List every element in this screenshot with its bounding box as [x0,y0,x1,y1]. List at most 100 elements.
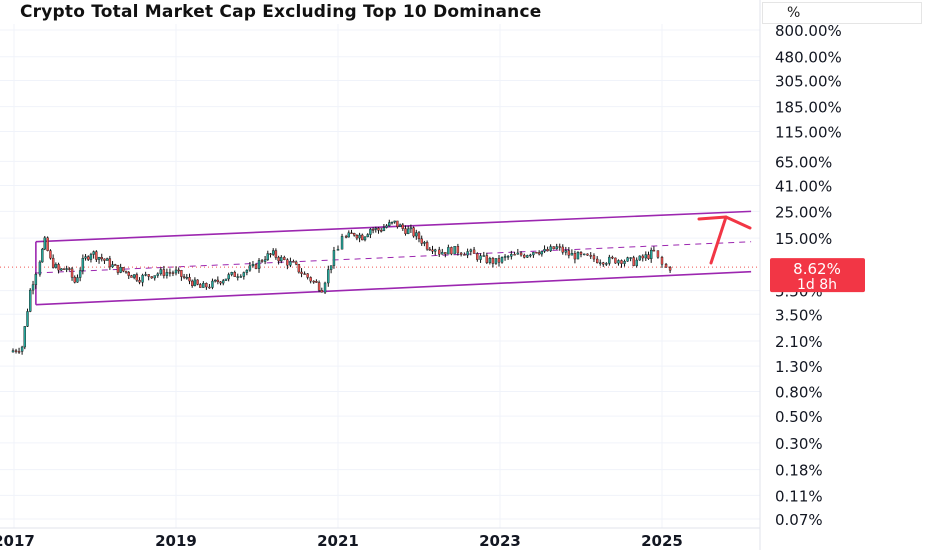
candle-body [174,269,178,274]
x-tick-label: 2019 [155,532,197,550]
candle-body [51,257,55,268]
candle-body [579,252,583,255]
candle-body [150,276,153,279]
candle-body [159,269,163,275]
candle-body [363,236,367,241]
candle-body [396,220,399,227]
candle-body [374,227,377,230]
candle-body [415,232,418,237]
candle-body [224,278,228,281]
candle-body [43,237,46,250]
candle-body [388,222,391,226]
candle-body [596,258,599,264]
candle-body [292,261,295,263]
candle-body [444,252,447,255]
y-tick-label: 1.30% [775,358,823,376]
candle-body [567,250,571,256]
y-tick-label: 15.00% [775,230,832,248]
candle-body [390,221,394,224]
candle-body [219,281,222,284]
candle-body [620,260,623,264]
last-price-value: 8.62% [793,260,841,278]
candle-body [353,233,356,236]
candle-body [216,279,220,283]
candle-body [463,254,466,256]
candle-body [434,249,437,252]
candle-body [447,247,450,255]
candle-body [647,254,650,259]
candle-body [377,227,380,231]
candle-body [208,286,211,289]
x-tick-label: 2017 [0,532,35,550]
y-tick-label: 800.00% [775,22,842,40]
candle-body [78,270,82,278]
candle-body [222,280,225,284]
candle-body [537,252,541,255]
candle-body [428,248,431,251]
candle-body [570,253,574,256]
candle-body [300,271,303,274]
candle-body [114,264,117,266]
candle-body [583,253,586,256]
candle-body [168,272,172,274]
candle-body [546,249,549,252]
x-axis-labels: 2017 2019 2021 2023 2025 [0,532,683,550]
y-tick-label: 115.00% [775,124,842,142]
candle-body [380,230,383,232]
y-tick-label: 0.80% [775,384,823,402]
candle-body [497,258,501,263]
y-axis-labels: 800.00% 480.00% 305.00% 185.00% 115.00% 65.00… [775,22,842,529]
y-tick-label: 185.00% [775,99,842,117]
candle-body [116,264,120,273]
candle-body [263,259,267,262]
candle-body [519,252,523,256]
candle-body [482,255,485,257]
candle-body [199,284,202,288]
candle-body [38,261,42,275]
candle-body [358,234,361,239]
candle-body [513,254,516,256]
y-tick-label: 65.00% [775,153,832,171]
candle-body [242,272,246,277]
candle-body [614,257,617,264]
candle-body [254,264,258,269]
candle-body [516,252,520,255]
candle-body [213,279,217,282]
candle-body [573,253,577,260]
candle-body [605,263,608,265]
candle-body [644,254,647,259]
candle-body [269,253,272,255]
candle-body [558,246,561,248]
candle-body [401,224,404,229]
candle-body [561,246,564,253]
candle-body [108,258,112,268]
unit-selector[interactable]: % [762,2,922,24]
arrow-shaft [709,215,728,265]
candle-body [130,275,133,278]
candle-body [162,269,166,276]
candle-body [180,270,183,277]
candle-body [68,268,71,270]
candle-body [84,256,87,259]
candle-body [369,229,372,235]
candle-body [57,264,60,271]
candle-body [532,252,535,256]
candle-body [171,272,175,274]
candle-body [385,225,388,228]
candle-body [257,260,261,269]
grid-lines [0,24,760,528]
candle-body [526,255,529,258]
channel-upper-line [35,210,752,243]
candle-body [668,267,672,271]
candle-body [459,252,463,255]
candle-body [303,273,306,275]
candle-body [196,279,199,285]
candle-body [347,232,350,238]
candle-body [272,250,275,255]
candle-body [280,257,283,262]
candle-body [245,269,249,273]
candle-body [20,346,24,352]
y-tick-label: 0.50% [775,408,823,426]
